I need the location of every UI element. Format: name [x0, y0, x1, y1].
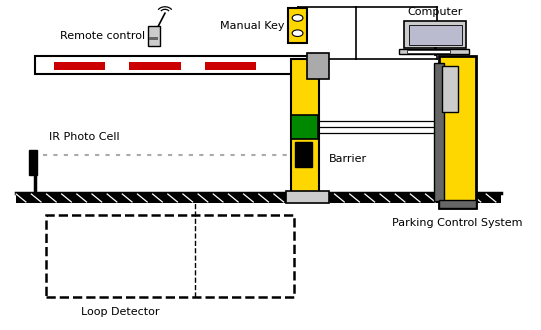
Bar [46, 214, 294, 297]
Text: Parking Control System: Parking Control System [392, 218, 523, 228]
Bar [295, 142, 312, 167]
Bar [286, 191, 329, 203]
Text: Computer: Computer [407, 8, 463, 17]
Bar [35, 56, 310, 74]
Bar [434, 63, 444, 201]
Bar [291, 115, 318, 139]
Bar [442, 66, 458, 112]
Circle shape [292, 30, 303, 37]
Bar [29, 150, 37, 175]
Bar [54, 62, 105, 70]
Bar [407, 50, 450, 53]
Circle shape [292, 15, 303, 21]
Text: Remote control: Remote control [60, 31, 145, 41]
Text: IR Photo Cell: IR Photo Cell [49, 132, 119, 142]
Bar [288, 8, 307, 43]
Bar [129, 62, 181, 70]
Bar [439, 200, 476, 208]
Bar [404, 21, 466, 48]
Bar [439, 56, 476, 208]
Bar [205, 62, 256, 70]
Bar [399, 49, 469, 54]
Text: Loop Detector: Loop Detector [81, 307, 160, 317]
Text: Manual Key: Manual Key [220, 20, 284, 31]
Bar [16, 193, 502, 203]
Bar [291, 59, 319, 193]
Bar [307, 53, 329, 79]
Text: Barrier: Barrier [329, 154, 367, 164]
Bar [149, 37, 159, 40]
Bar [408, 25, 462, 45]
Bar [148, 26, 160, 46]
